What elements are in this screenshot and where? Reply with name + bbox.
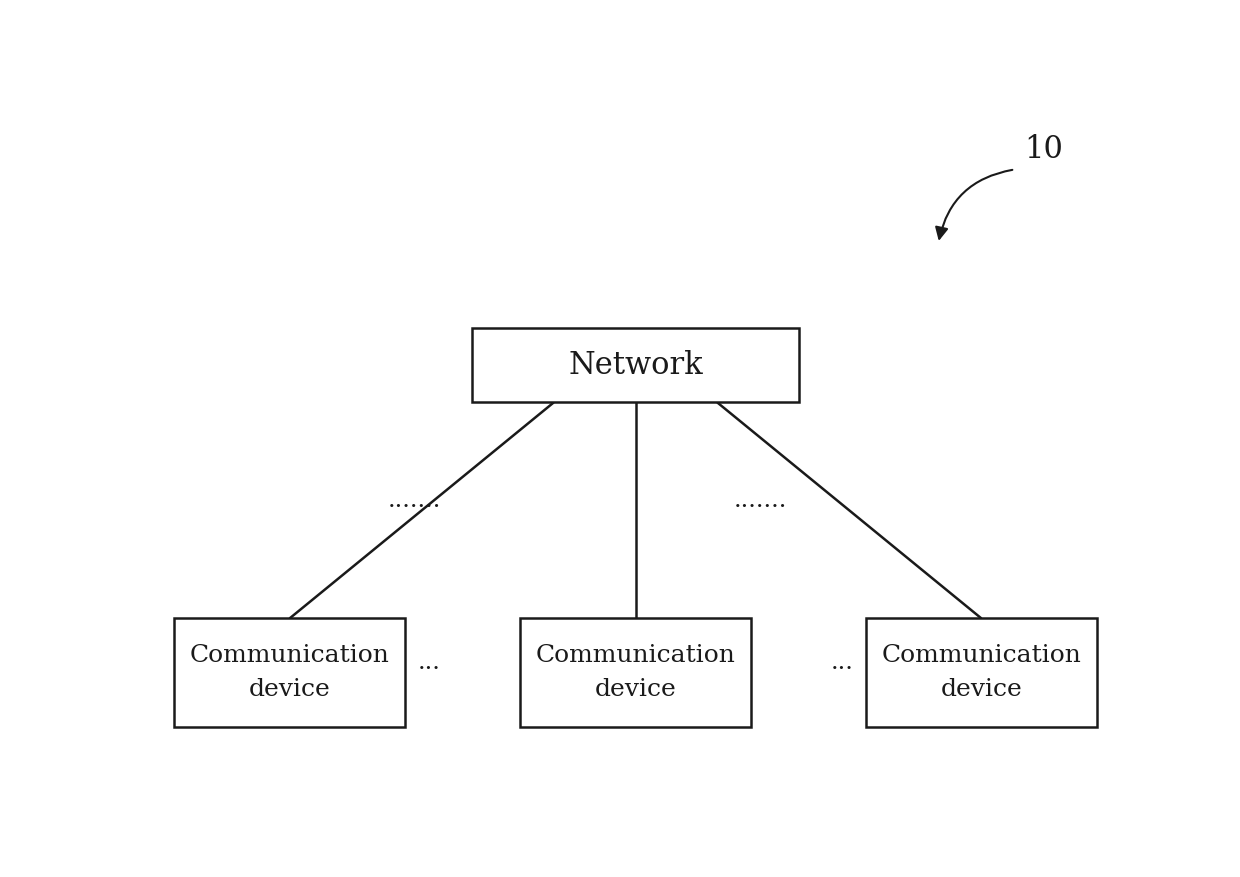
- Text: Communication
device: Communication device: [536, 644, 735, 701]
- Text: 10: 10: [1024, 133, 1064, 165]
- Bar: [521, 618, 751, 726]
- Text: .......: .......: [734, 488, 787, 512]
- Text: .......: .......: [388, 488, 441, 512]
- Text: Communication
device: Communication device: [882, 644, 1081, 701]
- Text: ...: ...: [831, 651, 853, 674]
- Text: ...: ...: [418, 651, 440, 674]
- Bar: [866, 618, 1096, 726]
- Bar: [472, 328, 799, 403]
- Bar: [174, 618, 404, 726]
- Text: Communication
device: Communication device: [190, 644, 389, 701]
- Text: Network: Network: [568, 350, 703, 381]
